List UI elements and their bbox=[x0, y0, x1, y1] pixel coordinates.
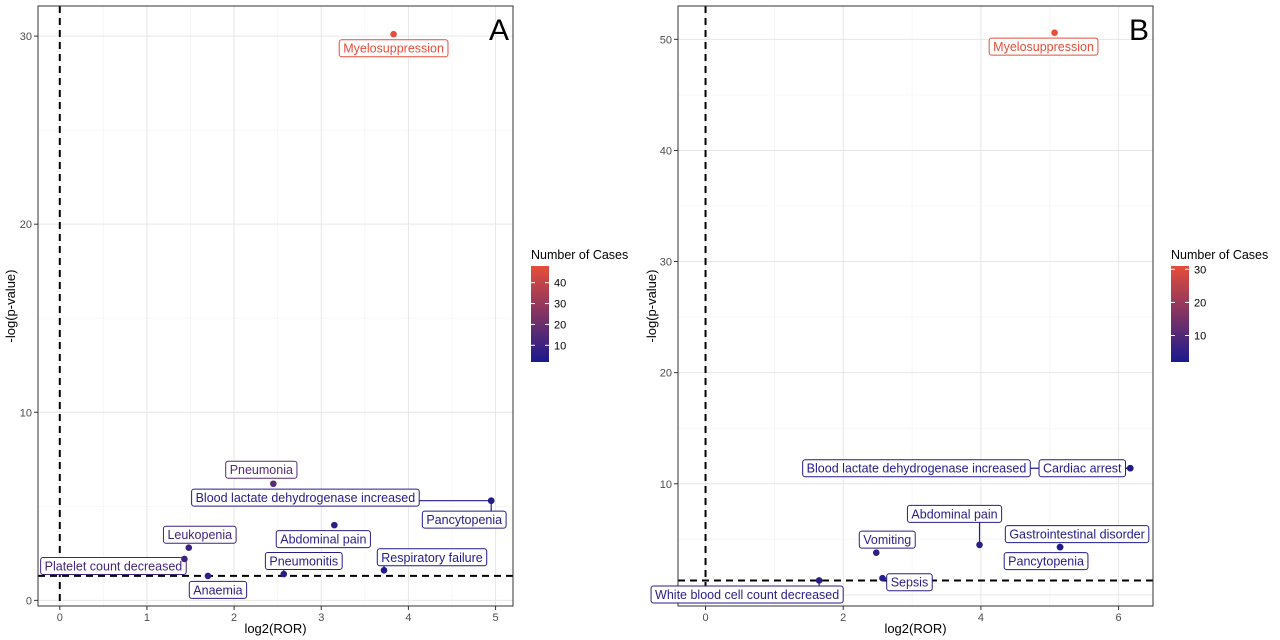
panel-a-label-abdominal-pain: Abdominal pain bbox=[280, 533, 366, 547]
panel-a-label-box-pneumonitis bbox=[264, 552, 343, 571]
panel-b-point-sepsis bbox=[879, 574, 886, 582]
panel-a-legend-tick-label: 40 bbox=[554, 278, 566, 290]
panel-b-x-tick-label: 4 bbox=[978, 612, 984, 624]
panel-b-y-tick-label: 20 bbox=[660, 368, 672, 380]
panel-b-y-tick-label: 10 bbox=[660, 479, 672, 491]
panel-a-label-box-platelet-count-decreased bbox=[40, 556, 187, 575]
panel-a-label-blood-lactate-dehydrogenase-increased: Blood lactate dehydrogenase increased bbox=[196, 491, 416, 505]
panel-b-legend-title: Number of Cases bbox=[1171, 248, 1268, 262]
panel-a-y-tick-label: 20 bbox=[20, 219, 32, 231]
panel-a-label-pneumonia: Pneumonia bbox=[230, 463, 293, 477]
panel-b-legend-tick-label: 30 bbox=[1194, 264, 1206, 276]
panel-a-x-tick-label: 4 bbox=[405, 612, 411, 624]
panel-a-y-tick-label: 10 bbox=[20, 407, 32, 419]
panel-b-label-box-blood-lactate-dehydrogenase-increased bbox=[802, 459, 1031, 478]
panel-a-point-leukopenia bbox=[185, 544, 193, 551]
panel-b-label-sepsis: Sepsis bbox=[891, 576, 929, 590]
panel-a-point-myelosuppression bbox=[390, 30, 397, 38]
panel-b-label-white-blood-cell-count-decreased: White blood cell count decreased bbox=[655, 588, 839, 602]
panel-b-legend-tick-label: 10 bbox=[1194, 331, 1206, 343]
panel-a-x-tick-label: 3 bbox=[318, 612, 324, 624]
panel-a-x-tick-label: 0 bbox=[57, 612, 63, 624]
panel-a-x-tick-label: 5 bbox=[493, 612, 499, 624]
panel-b-label-box-sepsis bbox=[886, 573, 933, 592]
panel-b-label-myelosuppression: Myelosuppression bbox=[993, 40, 1094, 54]
panel-b-x-tick-label: 2 bbox=[840, 612, 846, 624]
panel-b-x-axis-title: log2(ROR) bbox=[884, 621, 946, 636]
panel-b-label-vomiting: Vomiting bbox=[863, 533, 911, 547]
panel-b-label-blood-lactate-dehydrogenase-increased: Blood lactate dehydrogenase increased bbox=[807, 462, 1027, 476]
panel-b-point-pancytopenia bbox=[1056, 543, 1064, 551]
panel-a-label-respiratory-failure: Respiratory failure bbox=[381, 551, 482, 565]
panel-b-label-pancytopenia: Pancytopenia bbox=[1008, 555, 1084, 569]
panel-b-label-box-myelosuppression bbox=[988, 37, 1099, 56]
panel-b-panel-letter: B bbox=[1129, 14, 1149, 47]
panel-b: 024601020304050log2(ROR)-log(p-value)BNu… bbox=[644, 5, 1268, 636]
panel-a: 0 1 2 3 4 5 0 10 20 30 log2(ROR) -log(p-value) A Numb… bbox=[3, 5, 628, 636]
panel-a-point-platelet-count-decreased bbox=[181, 555, 188, 563]
panel-b-label-box-vomiting bbox=[858, 530, 916, 549]
panel-a-label-myelosuppression: Myelosuppression bbox=[343, 42, 444, 56]
panel-b-x-tick-label: 0 bbox=[702, 612, 708, 624]
panel-b-label-abdominal-pain: Abdominal pain bbox=[911, 507, 997, 521]
panel-b-label-box-abdominal-pain bbox=[906, 504, 1003, 523]
panel-a-x-tick-label: 2 bbox=[231, 612, 237, 624]
panel-a-x-axis-title: log2(ROR) bbox=[244, 621, 306, 636]
panel-b-y-axis-title: -log(p-value) bbox=[644, 270, 659, 343]
panel-a-y-axis-title: -log(p-value) bbox=[3, 270, 18, 343]
panel-a-panel-letter: A bbox=[489, 14, 509, 47]
panel-a-label-box-blood-lactate-dehydrogenase-increased bbox=[191, 488, 420, 507]
panel-a-label-pancytopenia: Pancytopenia bbox=[426, 513, 502, 527]
panel-b-label-box-white-blood-cell-count-decreased bbox=[650, 585, 844, 604]
panel-b-legend-colorbar bbox=[1171, 266, 1189, 362]
panel-b-point-abdominal-pain bbox=[976, 541, 983, 549]
panel-b-label-box-pancytopenia bbox=[1003, 552, 1089, 571]
panel-a-point-pneumonitis bbox=[280, 570, 288, 578]
panel-b-label-gastrointestinal-disorder: Gastrointestinal disorder bbox=[1009, 528, 1144, 542]
panel-b-x-tick-label: 6 bbox=[1116, 612, 1122, 624]
panel-a-label-pneumonitis: Pneumonitis bbox=[269, 555, 338, 569]
panel-b-y-tick-label: 50 bbox=[660, 34, 672, 46]
panel-a-plot-border bbox=[37, 5, 514, 607]
panel-a-legend-colorbar bbox=[531, 266, 549, 362]
panel-a-point-pneumonia bbox=[270, 480, 277, 488]
panel-a-point-respiratory-failure bbox=[380, 566, 388, 574]
panel-a-y-tick-label: 30 bbox=[20, 31, 32, 43]
panel-a-label-box-respiratory-failure bbox=[376, 548, 488, 567]
panel-a-label-box-abdominal-pain bbox=[275, 530, 371, 549]
panel-b-legend-tick-label: 20 bbox=[1194, 297, 1206, 309]
panel-a-label-box-myelosuppression bbox=[338, 39, 449, 58]
panel-a-point-abdominal-pain bbox=[331, 521, 338, 529]
panel-b-label-box-cardiac-arrest bbox=[1038, 459, 1127, 478]
panel-a-label-platelet-count-decreased: Platelet count decreased bbox=[45, 559, 183, 573]
panel-b-label-box-gastrointestinal-disorder bbox=[1004, 525, 1150, 544]
panel-a-label-box-leukopenia bbox=[162, 525, 237, 544]
panel-a-label-box-anaemia bbox=[188, 580, 248, 599]
panel-a-x-tick-label: 1 bbox=[144, 612, 150, 624]
panel-a-point-pancytopenia bbox=[487, 497, 495, 504]
panel-a-legend-tick-label: 30 bbox=[554, 299, 566, 311]
panel-a-point-anaemia bbox=[204, 572, 212, 580]
panel-a-y-tick-label: 0 bbox=[26, 595, 32, 607]
panel-b-y-tick-label: 30 bbox=[660, 257, 672, 269]
panel-b-point-vomiting bbox=[872, 549, 880, 556]
panel-a-legend-title: Number of Cases bbox=[531, 248, 628, 262]
panel-a-label-box-pneumonia bbox=[225, 460, 298, 479]
panel-b-point-cardiac-arrest bbox=[1126, 464, 1134, 472]
panel-a-legend-tick-label: 10 bbox=[554, 340, 566, 352]
panel-b-plot-border bbox=[677, 5, 1154, 607]
panel-a-label-leukopenia: Leukopenia bbox=[167, 528, 232, 542]
panel-b-y-tick-label: 40 bbox=[660, 145, 672, 157]
panel-b-point-myelosuppression bbox=[1051, 29, 1058, 36]
panel-a-legend-tick-label: 20 bbox=[554, 319, 566, 331]
panel-a-label-box-pancytopenia bbox=[421, 510, 507, 529]
panel-b-label-cardiac-arrest: Cardiac arrest bbox=[1043, 462, 1122, 476]
panel-b-point-white-blood-cell-count-decreased bbox=[815, 577, 823, 584]
panel-a-label-anaemia: Anaemia bbox=[193, 583, 242, 597]
